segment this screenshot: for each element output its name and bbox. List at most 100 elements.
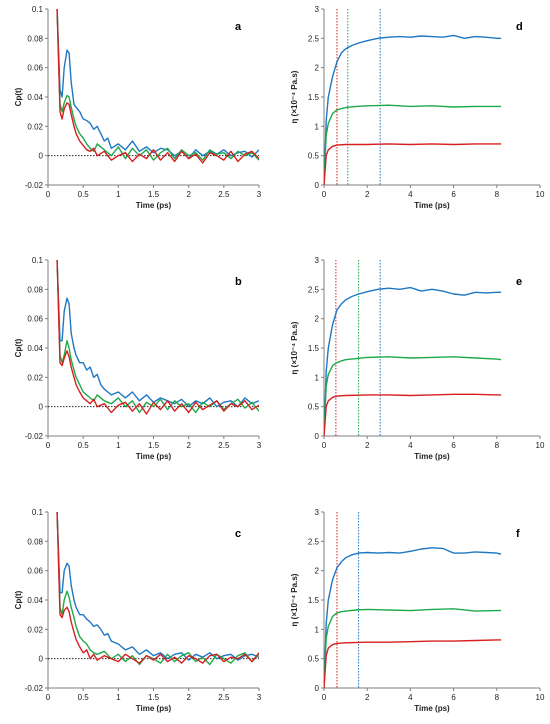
x-axis-label: Time (ps) [136, 452, 172, 461]
panel-letter: e [516, 276, 522, 288]
x-tick-label: 2.5 [218, 693, 230, 702]
y-tick-label: 3 [315, 508, 320, 517]
series-line-blue [56, 260, 259, 408]
x-tick-label: 0 [322, 441, 327, 450]
series-line-red [324, 639, 502, 688]
x-tick-label: 2 [186, 441, 191, 450]
y-tick-label: 0.02 [27, 373, 43, 382]
y-tick-label: 0.5 [308, 403, 320, 412]
x-tick-label: 1.5 [148, 441, 160, 450]
y-tick-label: 0.06 [27, 567, 43, 576]
y-tick-label: 0.04 [27, 93, 43, 102]
series-line-red [324, 393, 502, 436]
series-line-red [324, 143, 502, 185]
x-tick-label: 0.5 [78, 441, 90, 450]
x-tick-label: 2.5 [218, 441, 230, 450]
series-line-blue [56, 512, 259, 661]
x-tick-label: 10 [536, 441, 545, 450]
y-tick-label: 0.08 [27, 285, 43, 294]
x-tick-label: 1 [116, 693, 121, 702]
y-tick-label: 2.5 [308, 285, 320, 294]
y-tick-label: -0.02 [25, 181, 44, 190]
x-tick-label: 1.5 [148, 190, 160, 199]
x-tick-label: 8 [495, 190, 500, 199]
y-axis-label: η (×10⁻⁴ Pa.s) [290, 70, 299, 123]
panel-letter: d [516, 21, 523, 33]
x-tick-label: 3 [257, 693, 262, 702]
y-axis-label: Cp(t) [14, 338, 23, 357]
y-tick-label: 3 [315, 5, 320, 14]
y-tick-label: 0.08 [27, 34, 43, 43]
series-line-red [56, 9, 259, 164]
x-axis-label: Time (ps) [136, 704, 172, 713]
y-tick-label: 0.1 [32, 5, 44, 14]
y-axis-label: η (×10⁻⁴ Pa.s) [290, 321, 299, 374]
x-tick-label: 0 [322, 190, 327, 199]
y-axis-label: Cp(t) [14, 87, 23, 106]
x-axis-label: Time (ps) [414, 704, 450, 713]
y-tick-label: 0.04 [27, 344, 43, 353]
y-tick-label: 0 [315, 684, 320, 693]
x-tick-label: 1 [116, 190, 121, 199]
y-tick-label: 1 [315, 373, 320, 382]
x-axis-label: Time (ps) [136, 201, 172, 210]
x-tick-label: 0.5 [78, 190, 90, 199]
panel-letter: f [516, 528, 520, 540]
y-tick-label: 0.04 [27, 596, 43, 605]
series-line-green [324, 356, 502, 436]
y-tick-label: 0.06 [27, 315, 43, 324]
x-tick-label: 2 [365, 190, 370, 199]
x-tick-label: 0.5 [78, 693, 90, 702]
x-tick-label: 10 [536, 693, 545, 702]
y-tick-label: 1.5 [308, 596, 320, 605]
x-tick-label: 2 [365, 441, 370, 450]
y-tick-label: 2 [315, 315, 320, 324]
y-tick-label: 0.02 [27, 122, 43, 131]
y-axis-label: Cp(t) [14, 590, 23, 609]
x-tick-label: 4 [408, 693, 413, 702]
y-tick-label: 2.5 [308, 537, 320, 546]
y-tick-label: 2.5 [308, 34, 320, 43]
y-tick-label: 0 [315, 432, 320, 441]
series-line-green [324, 104, 502, 185]
y-tick-label: 0.1 [32, 256, 44, 265]
x-tick-label: 10 [536, 190, 545, 199]
y-tick-label: 0.06 [27, 64, 43, 73]
y-tick-label: -0.02 [25, 684, 44, 693]
x-tick-label: 3 [257, 190, 262, 199]
y-tick-label: 1.5 [308, 344, 320, 353]
y-tick-label: 0 [315, 181, 320, 190]
series-line-green [56, 9, 259, 161]
y-tick-label: 0 [39, 655, 44, 664]
x-axis-label: Time (ps) [414, 452, 450, 461]
x-tick-label: 2 [186, 190, 191, 199]
x-tick-label: 6 [451, 190, 456, 199]
y-tick-label: 0.02 [27, 625, 43, 634]
x-tick-label: 4 [408, 441, 413, 450]
series-line-blue [324, 286, 502, 436]
x-tick-label: 2 [186, 693, 191, 702]
panel-letter: c [235, 528, 241, 540]
x-tick-label: 3 [257, 441, 262, 450]
panel-letter: a [235, 21, 242, 33]
x-tick-label: 2 [365, 693, 370, 702]
series-line-blue [56, 9, 259, 160]
chart-panel-e: 0 0.5 1 1.5 2 2.5 3 0 2 4 6 8 10 Time (ps) η (×10⁻⁴ Pa… [290, 256, 545, 461]
x-tick-label: 1.5 [148, 693, 160, 702]
x-tick-label: 1 [116, 441, 121, 450]
series-line-green [56, 260, 259, 414]
x-tick-label: 0 [46, 693, 51, 702]
x-axis-label: Time (ps) [414, 201, 450, 210]
y-tick-label: 2 [315, 64, 320, 73]
x-tick-label: 6 [451, 441, 456, 450]
y-tick-label: 3 [315, 256, 320, 265]
y-tick-label: 1 [315, 122, 320, 131]
series-line-green [324, 608, 502, 688]
x-tick-label: 0 [46, 190, 51, 199]
y-axis-label: η (×10⁻⁴ Pa.s) [290, 573, 299, 626]
y-tick-label: 0 [39, 152, 44, 161]
y-tick-label: 0.1 [32, 508, 44, 517]
